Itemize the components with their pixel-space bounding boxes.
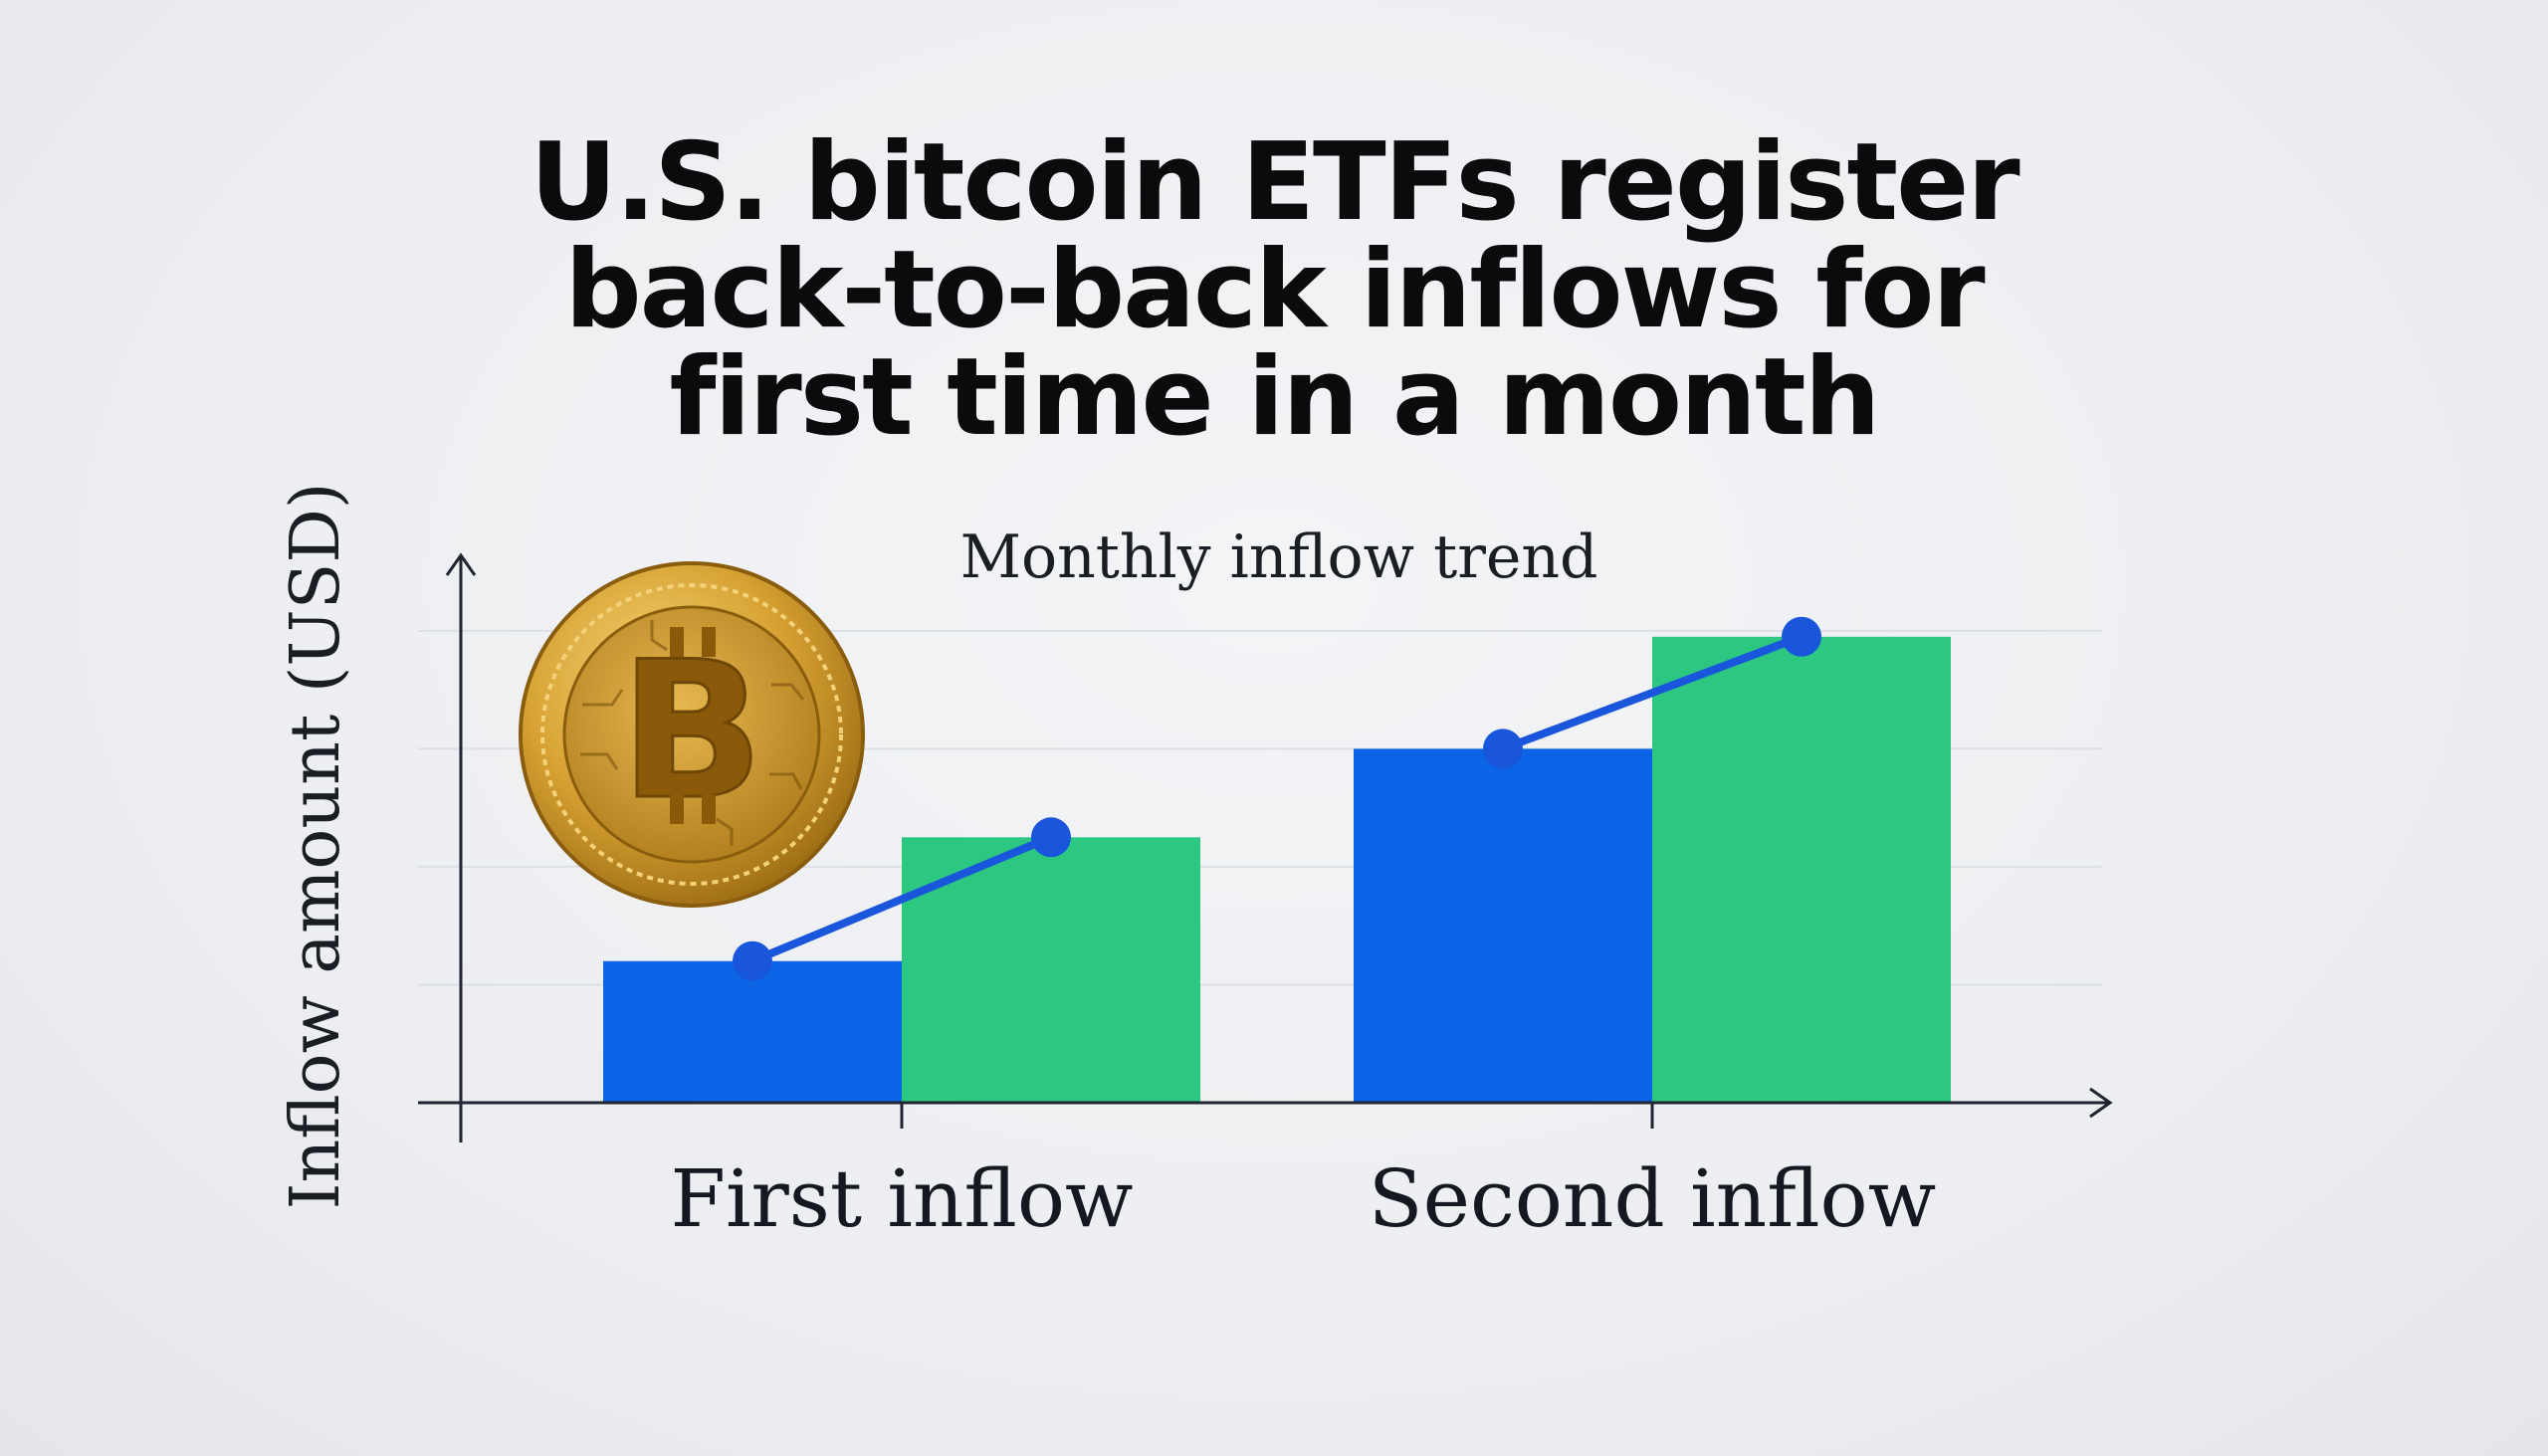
headline-line-2: back-to-back inflows for <box>564 228 1985 352</box>
bars <box>603 636 1951 1103</box>
x-axis-arrow <box>2089 1087 2113 1119</box>
x-tick-label-1: First inflow <box>670 1152 1133 1245</box>
y-axis-arrow <box>445 552 477 576</box>
chart-title: Monthly inflow trend <box>960 522 1598 592</box>
trend-line-2 <box>1501 633 1804 753</box>
trend-point-1-1 <box>733 940 772 981</box>
svg-text:B: B <box>620 621 764 841</box>
trend-lines <box>733 616 1821 981</box>
bar-2-2 <box>1652 636 1951 1103</box>
x-tick-label-2: Second inflow <box>1369 1152 1936 1245</box>
headline-line-1: U.S. bitcoin ETFs register <box>530 120 2019 245</box>
trend-point-2-2 <box>1782 616 1821 657</box>
bar-2-1 <box>1354 748 1652 1103</box>
x-labels: First inflow Second inflow <box>670 1152 1936 1245</box>
y-axis-label: Inflow amount (USD) <box>277 483 355 1210</box>
trend-line-1 <box>750 833 1053 965</box>
bar-1-1 <box>603 960 902 1103</box>
trend-point-2-1 <box>1483 728 1523 769</box>
bitcoin-coin-icon: B <box>519 561 865 908</box>
headline: U.S. bitcoin ETFs register back-to-back … <box>0 129 2548 452</box>
headline-line-3: first time in a month <box>669 335 1881 460</box>
trend-point-1-2 <box>1031 817 1071 858</box>
x-ticks <box>900 1103 1654 1129</box>
